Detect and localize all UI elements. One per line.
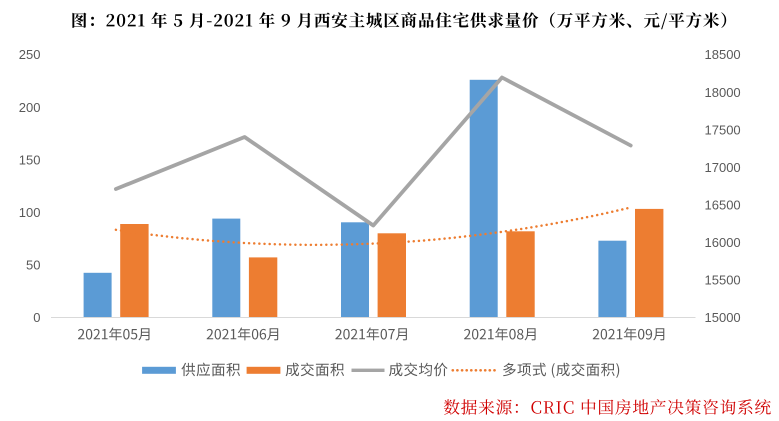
- svg-text:15000: 15000: [705, 310, 741, 325]
- svg-text:16500: 16500: [705, 198, 741, 213]
- svg-text:15500: 15500: [705, 273, 741, 288]
- svg-text:100: 100: [19, 205, 41, 220]
- svg-text:150: 150: [19, 152, 41, 167]
- svg-text:0: 0: [33, 310, 40, 325]
- svg-text:17500: 17500: [705, 122, 741, 137]
- svg-text:18000: 18000: [705, 85, 741, 100]
- svg-text:16000: 16000: [705, 235, 741, 250]
- svg-text:18500: 18500: [705, 47, 741, 62]
- svg-text:200: 200: [19, 100, 41, 115]
- svg-text:250: 250: [19, 47, 41, 62]
- svg-text:50: 50: [26, 258, 40, 273]
- svg-text:17000: 17000: [705, 160, 741, 175]
